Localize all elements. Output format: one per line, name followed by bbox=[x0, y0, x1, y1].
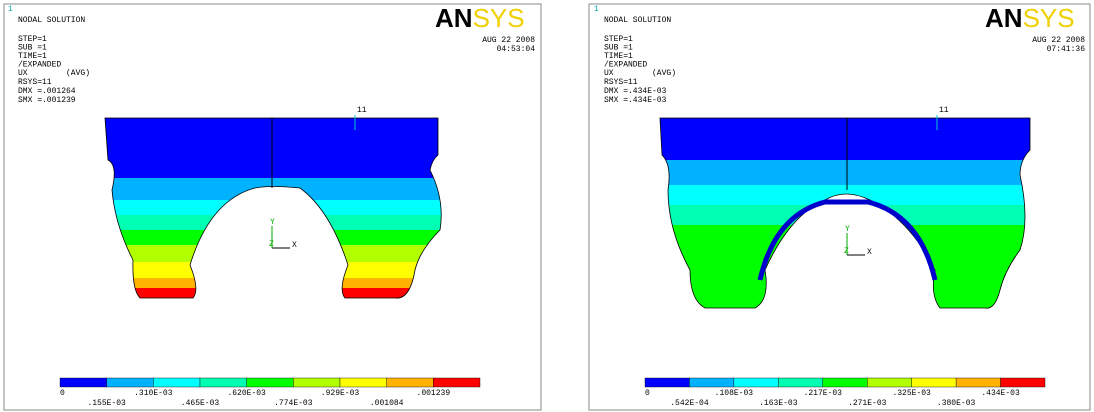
legend-label: .217E-03 bbox=[804, 389, 843, 398]
legend-swatch bbox=[823, 378, 867, 387]
time: 07:41:36 bbox=[1047, 45, 1086, 54]
rsys: RSYS=11 bbox=[18, 78, 52, 87]
legend-swatch bbox=[107, 378, 154, 387]
screen: 1NODAL SOLUTIONSTEP=1SUB =1TIME=1/EXPAND… bbox=[0, 0, 1094, 412]
dmx: DMX =.001264 bbox=[18, 87, 76, 96]
plot-title: NODAL SOLUTION bbox=[18, 16, 85, 25]
triad-x-label: X bbox=[292, 241, 297, 250]
legend-label: .271E-03 bbox=[848, 399, 887, 408]
legend-label: .325E-03 bbox=[892, 389, 931, 398]
legend-swatch bbox=[689, 378, 733, 387]
rsys: RSYS=11 bbox=[604, 78, 638, 87]
legend-label: .620E-03 bbox=[227, 389, 266, 398]
smx: SMX =.434E-03 bbox=[604, 96, 667, 105]
triad-y-label: Y bbox=[270, 218, 275, 227]
legend-label: .380E-03 bbox=[937, 399, 976, 408]
logo-sys: SYS bbox=[473, 3, 525, 33]
logo-an: AN bbox=[435, 3, 473, 33]
contour-right bbox=[650, 110, 1040, 315]
contour-left bbox=[100, 110, 450, 303]
avg-label: (AVG) bbox=[66, 69, 90, 78]
legend-swatch bbox=[340, 378, 387, 387]
legend-swatch bbox=[1001, 378, 1045, 387]
triad-z-label: Z bbox=[269, 240, 274, 249]
legend-label: .155E-03 bbox=[87, 399, 126, 408]
legend-label: .542E-04 bbox=[670, 399, 709, 408]
logo-sys: SYS bbox=[1023, 3, 1075, 33]
legend-swatch bbox=[867, 378, 911, 387]
legend-label: .434E-03 bbox=[981, 389, 1020, 398]
node-label: 11 bbox=[939, 106, 949, 115]
legend-swatch bbox=[153, 378, 200, 387]
date: AUG 22 2008 bbox=[1032, 36, 1085, 45]
result-label: UX bbox=[18, 69, 28, 78]
legend-label: .310E-03 bbox=[134, 389, 173, 398]
avg-label: (AVG) bbox=[652, 69, 676, 78]
legend-swatch bbox=[734, 378, 778, 387]
legend-label: 0 bbox=[645, 389, 650, 398]
smx: SMX =.001239 bbox=[18, 96, 76, 105]
triad-z-label: Z bbox=[844, 247, 849, 256]
legend-swatch bbox=[912, 378, 956, 387]
legend-label: .929E-03 bbox=[321, 389, 360, 398]
date: AUG 22 2008 bbox=[482, 36, 535, 45]
legend-swatch bbox=[956, 378, 1000, 387]
legend-label: .108E-03 bbox=[715, 389, 754, 398]
panel-frame bbox=[4, 4, 541, 410]
legend-swatch bbox=[387, 378, 434, 387]
logo: ANSYS bbox=[435, 3, 525, 33]
dmx: DMX =.434E-03 bbox=[604, 87, 667, 96]
legend-label: .774E-03 bbox=[274, 399, 313, 408]
time: 04:53:04 bbox=[497, 45, 536, 54]
plot-title: NODAL SOLUTION bbox=[604, 16, 671, 25]
triad-x-label: X bbox=[867, 248, 872, 257]
legend-swatch bbox=[433, 378, 480, 387]
triad-y-label: Y bbox=[845, 225, 850, 234]
node-label: 11 bbox=[357, 106, 367, 115]
legend-swatch bbox=[778, 378, 822, 387]
legend-swatch bbox=[247, 378, 294, 387]
marker: 1 bbox=[594, 5, 599, 14]
legend-label: .465E-03 bbox=[181, 399, 220, 408]
legend-label: 0 bbox=[60, 389, 65, 398]
marker: 1 bbox=[8, 5, 13, 14]
legend-label: .001084 bbox=[370, 399, 404, 408]
legend-swatch bbox=[200, 378, 247, 387]
legend-label: .001239 bbox=[417, 389, 451, 398]
result-label: UX bbox=[604, 69, 614, 78]
legend-swatch bbox=[293, 378, 340, 387]
logo: ANSYS bbox=[985, 3, 1075, 33]
legend-swatch bbox=[60, 378, 107, 387]
legend-label: .163E-03 bbox=[759, 399, 798, 408]
logo-an: AN bbox=[985, 3, 1023, 33]
legend-swatch bbox=[645, 378, 689, 387]
